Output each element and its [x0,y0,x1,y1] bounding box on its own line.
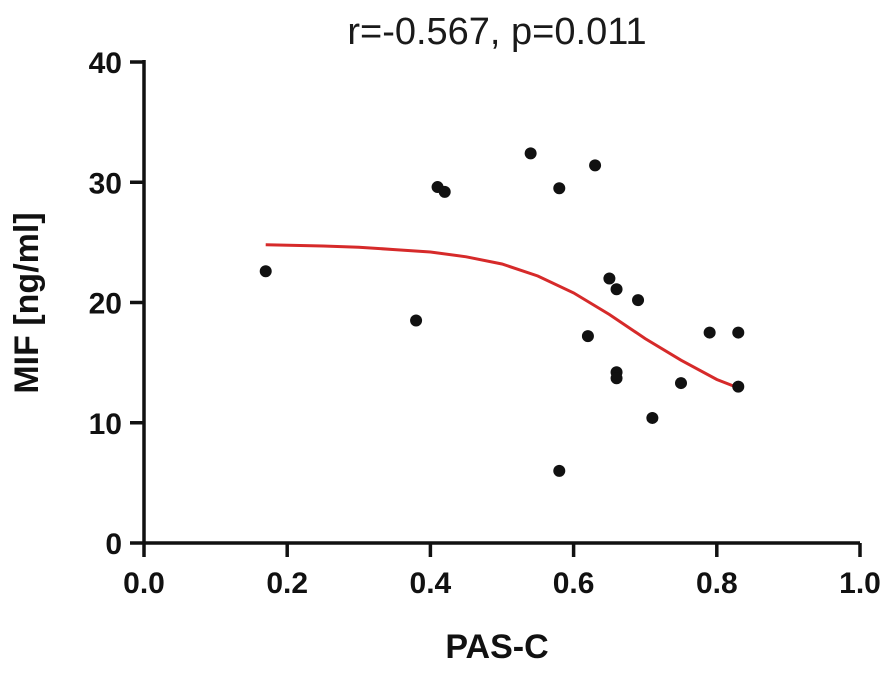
y-tick-label: 0 [105,528,122,561]
chart-title: r=-0.567, p=0.011 [347,11,646,53]
axes: 0 10 20 30 40 0.0 0.2 0.4 0.6 0.8 1.0 [89,47,881,600]
y-tick-label: 30 [89,167,122,200]
x-tick-label: 0.2 [266,567,308,600]
data-point [610,372,623,385]
data-point [603,272,616,285]
data-point [632,294,645,307]
data-point [553,464,566,477]
data-point [589,159,602,172]
x-tick-label: 0.8 [696,567,738,600]
data-point [524,147,537,160]
y-tick-label: 40 [89,47,122,80]
data-point [646,411,659,424]
data-point [581,330,594,343]
x-tick-label: 0.0 [123,567,165,600]
y-tick-label: 10 [89,408,122,441]
data-point [410,314,423,327]
y-axis-label: MIF [ng/ml] [8,212,46,393]
x-tick-label: 0.6 [553,567,595,600]
data-point [732,326,745,339]
fit-line [265,243,739,390]
data-point [553,182,566,195]
data-point [610,283,623,296]
data-points [259,147,745,477]
data-point [259,265,272,278]
data-point [703,326,716,339]
x-tick-label: 1.0 [839,567,881,600]
data-point [438,185,451,198]
data-point [675,377,687,390]
x-axis-label: PAS-C [445,628,548,666]
data-point [732,380,745,393]
x-tick-label: 0.4 [410,567,452,600]
fit-line-layer [265,243,739,390]
y-tick-label: 20 [89,288,122,321]
